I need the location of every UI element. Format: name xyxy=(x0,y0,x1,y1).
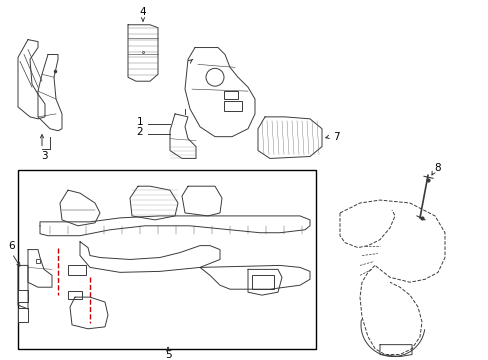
Bar xyxy=(68,265,86,275)
Bar xyxy=(68,291,82,299)
Text: 6: 6 xyxy=(9,240,15,251)
Text: 8: 8 xyxy=(434,163,440,174)
Text: 2: 2 xyxy=(137,127,143,137)
Bar xyxy=(251,275,273,289)
Bar xyxy=(18,170,315,348)
Text: 7: 7 xyxy=(332,132,339,142)
Text: 4: 4 xyxy=(140,7,146,17)
Bar xyxy=(224,91,238,99)
Bar xyxy=(18,308,28,322)
Text: 5: 5 xyxy=(164,350,171,360)
Bar xyxy=(224,101,242,111)
Text: 1: 1 xyxy=(137,117,143,127)
Bar xyxy=(18,290,28,302)
Text: 3: 3 xyxy=(41,152,47,162)
